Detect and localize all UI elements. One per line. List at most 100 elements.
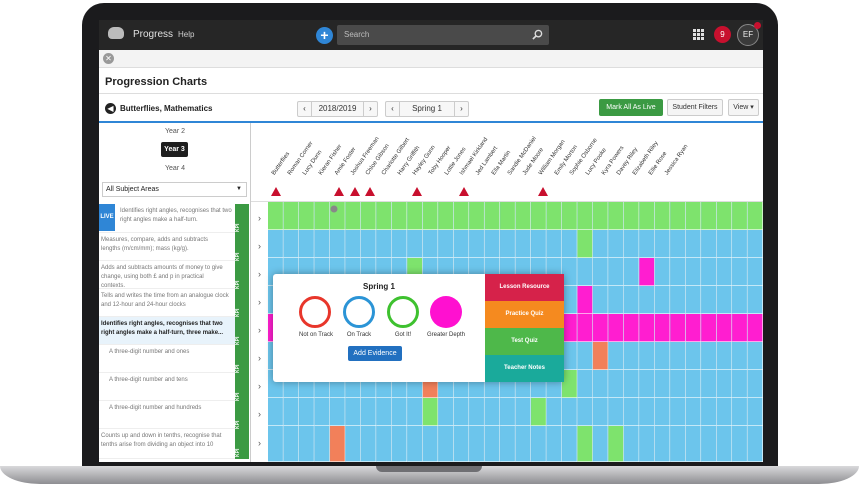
grid-cell[interactable] [685, 202, 701, 230]
not-on-track-option[interactable] [299, 296, 331, 328]
grid-cell[interactable] [453, 230, 469, 258]
warning-icon[interactable] [349, 187, 360, 196]
avatar[interactable]: EF [737, 24, 759, 46]
grid-cell[interactable] [670, 230, 686, 258]
subject-area-select[interactable]: All Subject Areas ▼ [102, 182, 247, 197]
row-expand-chevron-icon[interactable]: › [258, 212, 261, 223]
grid-cell[interactable] [453, 202, 469, 230]
grid-cell[interactable] [314, 202, 330, 230]
grid-cell[interactable] [623, 342, 639, 370]
grid-cell[interactable] [391, 426, 407, 462]
grid-cell[interactable] [747, 370, 763, 398]
grid-cell[interactable] [561, 286, 577, 314]
grid-cell[interactable] [670, 426, 686, 462]
grid-cell[interactable] [639, 398, 655, 426]
search-icon[interactable] [532, 29, 543, 40]
grid-cell[interactable] [422, 230, 438, 258]
grid-cell[interactable] [561, 258, 577, 286]
grid-cell[interactable] [345, 202, 361, 230]
grid-cell[interactable] [329, 398, 345, 426]
grid-cell[interactable] [577, 342, 593, 370]
grid-cell[interactable] [268, 398, 283, 426]
grid-cell[interactable] [592, 398, 608, 426]
logo-icon[interactable] [108, 27, 124, 39]
grid-cell[interactable] [685, 342, 701, 370]
grid-cell[interactable] [546, 426, 562, 462]
close-icon[interactable]: ✕ [103, 53, 114, 64]
grid-cell[interactable] [592, 230, 608, 258]
grid-cell[interactable] [592, 286, 608, 314]
grid-cell[interactable] [608, 314, 624, 342]
warning-icon[interactable] [537, 187, 548, 196]
grid-cell[interactable] [298, 426, 314, 462]
grid-cell[interactable] [298, 398, 314, 426]
grid-cell[interactable] [654, 398, 670, 426]
term-next-button[interactable]: › [454, 102, 468, 116]
grid-cell[interactable] [701, 230, 716, 258]
grid-cell[interactable] [329, 426, 345, 462]
grid-cell[interactable] [283, 230, 299, 258]
grid-cell[interactable] [438, 426, 454, 462]
grid-cell[interactable] [747, 314, 763, 342]
info-icon[interactable] [330, 205, 338, 213]
grid-cell[interactable] [732, 258, 747, 286]
search-input[interactable]: Search [337, 25, 549, 45]
grid-cell[interactable] [623, 370, 639, 398]
grid-cell[interactable] [376, 426, 392, 462]
grid-cell[interactable] [732, 342, 747, 370]
warning-icon[interactable] [271, 187, 281, 196]
grid-cell[interactable] [716, 230, 732, 258]
grid-cell[interactable] [747, 342, 763, 370]
grid-cell[interactable] [298, 230, 314, 258]
objective-row[interactable]: Identifies right angles, recognises that… [99, 317, 235, 345]
year-prev-button[interactable]: ‹ [298, 102, 312, 116]
grid-cell[interactable] [577, 286, 593, 314]
apps-grid-icon[interactable] [693, 29, 704, 40]
grid-cell[interactable] [685, 230, 701, 258]
grid-cell[interactable] [747, 258, 763, 286]
grid-cell[interactable] [732, 286, 747, 314]
grid-cell[interactable] [685, 426, 701, 462]
grid-cell[interactable] [561, 230, 577, 258]
grid-cell[interactable] [469, 202, 484, 230]
grid-cell[interactable] [608, 258, 624, 286]
warning-icon[interactable] [459, 187, 470, 196]
grid-cell[interactable] [608, 230, 624, 258]
row-expand-chevron-icon[interactable]: › [258, 409, 261, 419]
add-button[interactable]: + [316, 27, 333, 44]
grid-cell[interactable] [577, 426, 593, 462]
grid-cell[interactable] [685, 286, 701, 314]
mark-all-live-button[interactable]: Mark All As Live [599, 99, 663, 116]
row-expand-chevron-icon[interactable]: › [258, 297, 261, 307]
grid-cell[interactable] [407, 426, 423, 462]
grid-cell[interactable] [592, 314, 608, 342]
year-current[interactable]: Year 3 [161, 142, 188, 157]
grid-cell[interactable] [670, 342, 686, 370]
grid-cell[interactable] [577, 202, 593, 230]
grid-cell[interactable] [608, 398, 624, 426]
grid-cell[interactable] [283, 398, 299, 426]
grid-cell[interactable] [701, 342, 716, 370]
grid-cell[interactable] [732, 202, 747, 230]
grid-cell[interactable] [670, 314, 686, 342]
grid-cell[interactable] [685, 398, 701, 426]
grid-cell[interactable] [422, 202, 438, 230]
grid-cell[interactable] [500, 202, 515, 230]
grid-cell[interactable] [654, 230, 670, 258]
grid-cell[interactable] [608, 202, 624, 230]
grid-cell[interactable] [747, 286, 763, 314]
grid-cell[interactable] [732, 230, 747, 258]
warning-icon[interactable] [333, 187, 344, 196]
objective-row[interactable]: A three-digit number and ones [99, 345, 235, 373]
grid-cell[interactable] [639, 314, 655, 342]
practice-quiz-button[interactable]: Practice Quiz [485, 301, 564, 328]
grid-cell[interactable] [453, 398, 469, 426]
grid-cell[interactable] [422, 398, 438, 426]
grid-cell[interactable] [623, 314, 639, 342]
objective-row[interactable]: Adds and subtracts amounts of money to g… [99, 261, 235, 289]
grid-cell[interactable] [515, 426, 531, 462]
student-filters-button[interactable]: Student Filters [667, 99, 723, 116]
grid-cell[interactable] [716, 342, 732, 370]
grid-cell[interactable] [546, 202, 562, 230]
objective-row[interactable]: LIVE Identifies right angles, recognises … [99, 204, 235, 233]
